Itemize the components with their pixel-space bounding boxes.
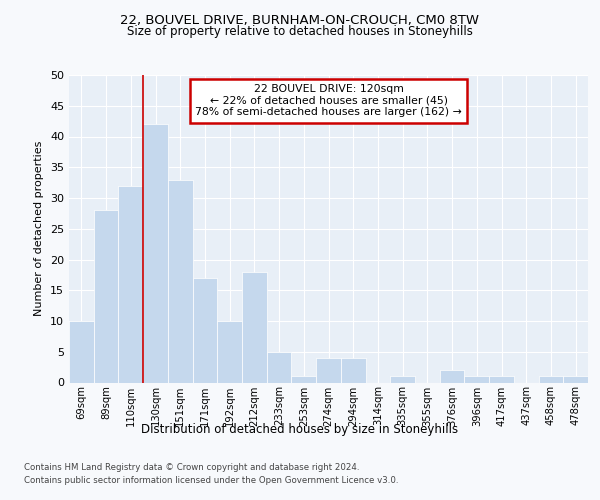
Bar xyxy=(94,210,118,382)
Bar xyxy=(217,321,242,382)
Bar xyxy=(143,124,168,382)
Bar xyxy=(292,376,316,382)
Bar xyxy=(168,180,193,382)
Text: 22 BOUVEL DRIVE: 120sqm
← 22% of detached houses are smaller (45)
78% of semi-de: 22 BOUVEL DRIVE: 120sqm ← 22% of detache… xyxy=(195,84,462,117)
Bar xyxy=(267,352,292,382)
Bar xyxy=(69,321,94,382)
Bar xyxy=(390,376,415,382)
Text: 22, BOUVEL DRIVE, BURNHAM-ON-CROUCH, CM0 8TW: 22, BOUVEL DRIVE, BURNHAM-ON-CROUCH, CM0… xyxy=(121,14,479,27)
Y-axis label: Number of detached properties: Number of detached properties xyxy=(34,141,44,316)
Bar xyxy=(118,186,143,382)
Bar xyxy=(539,376,563,382)
Bar xyxy=(440,370,464,382)
Bar xyxy=(489,376,514,382)
Bar xyxy=(193,278,217,382)
Bar xyxy=(341,358,365,382)
Text: Contains HM Land Registry data © Crown copyright and database right 2024.: Contains HM Land Registry data © Crown c… xyxy=(24,462,359,471)
Text: Distribution of detached houses by size in Stoneyhills: Distribution of detached houses by size … xyxy=(142,422,458,436)
Text: Size of property relative to detached houses in Stoneyhills: Size of property relative to detached ho… xyxy=(127,25,473,38)
Bar xyxy=(316,358,341,382)
Text: Contains public sector information licensed under the Open Government Licence v3: Contains public sector information licen… xyxy=(24,476,398,485)
Bar xyxy=(242,272,267,382)
Bar xyxy=(563,376,588,382)
Bar xyxy=(464,376,489,382)
